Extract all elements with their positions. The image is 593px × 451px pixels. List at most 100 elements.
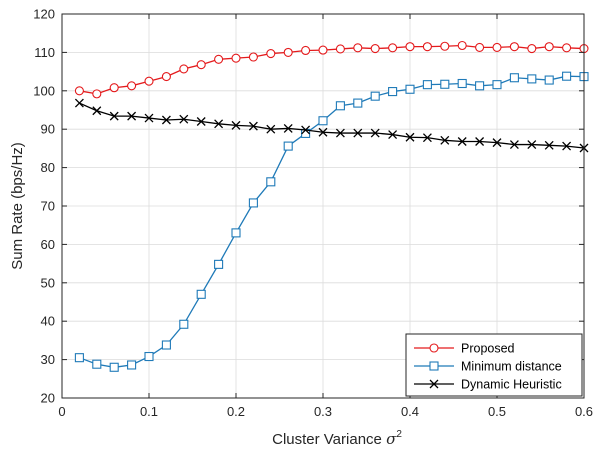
data-point-dynamic-heuristic — [196, 117, 206, 126]
data-point-minimum-distance — [196, 289, 206, 299]
data-point-proposed — [440, 41, 450, 51]
data-point-minimum-distance — [370, 91, 380, 101]
data-point-dynamic-heuristic — [492, 138, 502, 148]
x-tick-label: 0.5 — [488, 404, 506, 419]
data-point-minimum-distance — [388, 87, 398, 97]
data-point-dynamic-heuristic — [144, 113, 154, 123]
data-point-minimum-distance — [266, 177, 276, 187]
axes: 0 0.1 0.2 0.3 0.4 0.5 0.6 20 30 40 50 60 70 80 90 100 11… — [33, 7, 593, 420]
data-point-proposed — [92, 89, 102, 99]
x-axis-title-symbol: σ — [386, 430, 397, 448]
legend-label-minimum-distance: Minimum distance — [461, 360, 562, 374]
data-point-proposed — [196, 60, 206, 70]
data-point-proposed — [422, 42, 432, 52]
data-point-proposed — [109, 83, 119, 93]
data-point-minimum-distance — [405, 84, 415, 94]
data-point-proposed — [248, 52, 258, 62]
data-point-dynamic-heuristic — [353, 128, 363, 138]
data-point-minimum-distance — [109, 362, 119, 372]
data-point-proposed — [527, 44, 537, 54]
data-point-minimum-distance — [492, 80, 502, 90]
x-tick-label: 0.2 — [227, 404, 245, 419]
series-line-dynamic-heuristic — [79, 102, 585, 149]
data-point-minimum-distance — [179, 319, 189, 329]
data-point-proposed — [370, 44, 380, 54]
data-point-dynamic-heuristic — [457, 137, 467, 146]
data-point-proposed — [144, 76, 154, 86]
data-point-dynamic-heuristic — [562, 141, 572, 151]
data-point-dynamic-heuristic — [527, 140, 537, 150]
data-point-dynamic-heuristic — [475, 137, 485, 146]
data-point-proposed — [475, 42, 485, 52]
data-point-dynamic-heuristic — [266, 124, 276, 134]
data-point-proposed — [492, 42, 502, 52]
data-point-dynamic-heuristic — [161, 115, 171, 125]
data-point-proposed — [353, 43, 363, 53]
data-point-proposed — [214, 54, 224, 64]
data-point-dynamic-heuristic — [370, 128, 380, 138]
legend-label-dynamic-heuristic: Dynamic Heuristic — [461, 378, 562, 392]
series-dynamic-heuristic — [74, 98, 589, 153]
y-tick-label: 40 — [41, 314, 55, 329]
y-tick-label: 110 — [34, 45, 55, 60]
data-point-dynamic-heuristic — [388, 130, 398, 140]
data-point-minimum-distance — [544, 75, 554, 85]
data-point-minimum-distance — [74, 353, 84, 363]
legend-marker-proposed — [429, 343, 439, 353]
data-point-dynamic-heuristic — [283, 123, 293, 133]
legend: Proposed Minimum distance Dynamic Heuristi… — [405, 333, 583, 397]
data-point-proposed — [283, 47, 293, 57]
data-point-minimum-distance — [144, 351, 154, 362]
data-point-proposed — [405, 42, 415, 52]
data-point-dynamic-heuristic — [248, 121, 258, 131]
data-point-minimum-distance — [283, 141, 293, 151]
data-point-dynamic-heuristic — [74, 98, 84, 108]
y-tick-label: 80 — [41, 160, 55, 175]
data-point-proposed — [544, 42, 554, 52]
x-tick-label: 0.6 — [575, 404, 593, 419]
data-point-minimum-distance — [440, 79, 450, 89]
x-axis-title-text: Cluster Variance — [272, 431, 382, 448]
data-point-dynamic-heuristic — [127, 111, 137, 121]
data-point-proposed — [318, 45, 328, 55]
data-point-dynamic-heuristic — [179, 114, 189, 124]
data-point-proposed — [562, 43, 572, 53]
data-point-minimum-distance — [335, 101, 345, 111]
data-point-minimum-distance — [457, 78, 467, 89]
data-point-minimum-distance — [527, 74, 537, 84]
x-tick-label: 0.1 — [140, 404, 158, 419]
data-point-dynamic-heuristic — [92, 106, 102, 116]
data-point-proposed — [509, 42, 519, 52]
data-point-minimum-distance — [422, 80, 432, 90]
data-point-proposed — [231, 53, 241, 63]
data-point-minimum-distance — [214, 259, 224, 269]
y-tick-label: 20 — [41, 391, 55, 406]
x-tick-label: 0 — [58, 404, 65, 419]
data-point-minimum-distance — [161, 340, 171, 350]
y-tick-label: 120 — [33, 7, 55, 22]
x-tick-label: 0.4 — [401, 404, 419, 419]
data-point-dynamic-heuristic — [405, 132, 415, 142]
series-group — [74, 40, 589, 372]
y-tick-label: 50 — [41, 275, 55, 290]
data-point-proposed — [388, 43, 398, 53]
data-point-dynamic-heuristic — [109, 111, 119, 121]
legend-entry-proposed: Proposed — [414, 342, 515, 356]
y-tick-label: 30 — [41, 352, 55, 367]
data-point-minimum-distance — [353, 98, 363, 108]
data-point-minimum-distance — [562, 71, 572, 81]
series-proposed — [74, 40, 589, 99]
data-point-proposed — [74, 86, 84, 96]
data-point-dynamic-heuristic — [422, 133, 432, 143]
series-minimum-distance — [74, 71, 589, 372]
legend-entry-minimum-distance: Minimum distance — [414, 360, 562, 374]
x-axis-title-superscript: 2 — [396, 429, 402, 440]
data-point-proposed — [301, 45, 311, 56]
y-tick-label: 70 — [41, 199, 55, 214]
y-tick-label: 100 — [33, 83, 55, 98]
x-axis-title: Cluster Variance σ2 — [272, 429, 402, 448]
data-point-proposed — [457, 40, 467, 51]
data-point-proposed — [127, 81, 137, 91]
data-point-dynamic-heuristic — [301, 125, 311, 135]
